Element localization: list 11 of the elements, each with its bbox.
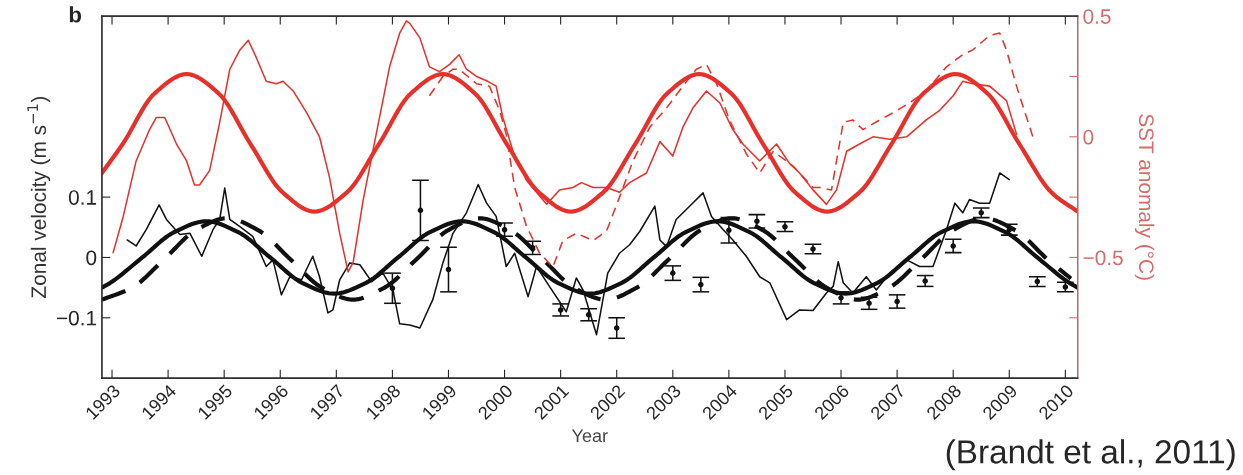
- y2-tick-label: 0.5: [1083, 9, 1111, 24]
- y2-tick-label: 0: [1083, 129, 1094, 145]
- text: b: [69, 6, 82, 23]
- text: (Brandt et al., 2011): [946, 439, 1235, 471]
- x-axis-title: Year: [571, 429, 608, 443]
- y-tick-label: −0.1: [56, 310, 97, 326]
- y-axis-title: Zonal velocity (m s$^{−1}$): [27, 97, 51, 298]
- y-tick-label: 0: [86, 250, 97, 266]
- y-tick-label: 0.1: [68, 190, 97, 205]
- y2-axis-title: SST anomaly (°C): [1134, 114, 1155, 280]
- y2-tick-label: −0.5: [1083, 250, 1123, 266]
